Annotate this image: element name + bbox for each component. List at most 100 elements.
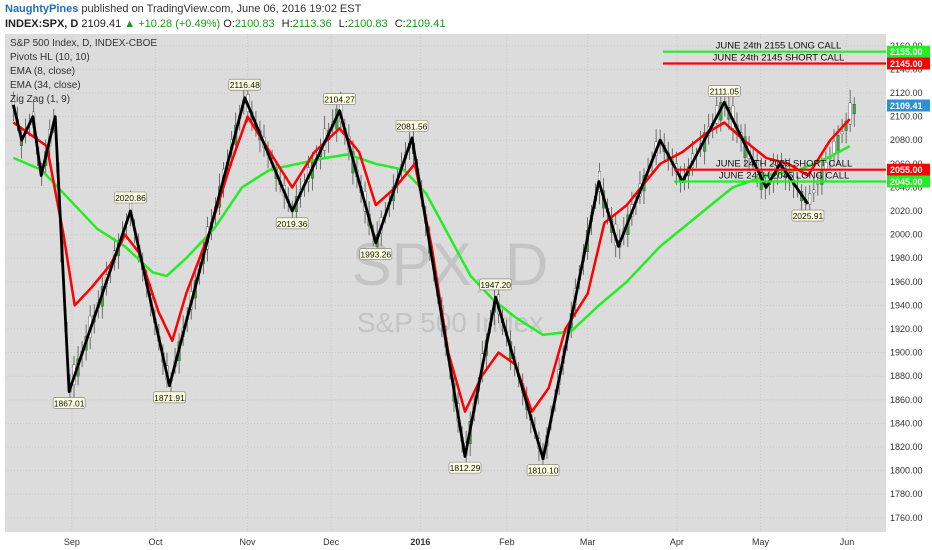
high-label: H: [281, 18, 293, 30]
y-tick-label: 1920.00 [890, 324, 923, 334]
high-value: 2113.36 [292, 18, 332, 30]
pivot-box [448, 461, 482, 474]
x-tick-label: Apr [670, 537, 684, 547]
x-tick-label: May [752, 537, 770, 547]
candle-body [836, 135, 840, 152]
legend-entry: S&P 500 Index, D, INDEX-CBOE [10, 38, 157, 49]
publish-line: NaughtyPines published on TradingView.co… [5, 3, 361, 15]
quote-line: INDEX:SPX, D 2109.41 ▲ +10.28 (+0.49%) O… [5, 18, 449, 30]
candle-body [812, 189, 816, 194]
x-tick-label: Nov [240, 537, 257, 547]
level-badge [887, 57, 930, 70]
pivot-label: 2019.36 [277, 219, 308, 229]
y-tick-label: 1820.00 [890, 442, 923, 452]
candle-body [848, 102, 852, 125]
level-label: JUNE 24th 2145 SHORT CALL [713, 53, 845, 64]
publish-info: published on TradingView.com, June 06, 2… [78, 3, 362, 15]
level-label: JUNE 24TH 2045 LONG CALL [719, 171, 849, 182]
zigzag-line [12, 96, 810, 461]
pivot-label: 1993.26 [360, 250, 391, 260]
level-badge-value: 2045.00 [890, 177, 923, 187]
y-tick-label: 2100.00 [890, 112, 923, 122]
x-tick-label: Oct [149, 537, 164, 547]
level-badge-value: 2145.00 [890, 59, 923, 69]
level-label: JUNE 24TH 2055 SHORT CALL [716, 159, 852, 170]
pivot-label: 2025.91 [793, 211, 824, 221]
last-price: 2109.41 [81, 18, 122, 30]
x-tick-label: 2016 [410, 537, 430, 547]
pivot-box [791, 209, 825, 222]
legend-entry: EMA (8, close) [10, 66, 75, 77]
pivot-box [359, 248, 393, 260]
y-tick-label: 1940.00 [890, 300, 923, 310]
pivot-box [707, 85, 741, 97]
y-tick-label: 1780.00 [890, 489, 923, 499]
pivot-box [526, 464, 560, 477]
low-label: L: [338, 18, 348, 30]
x-tick-label: Feb [499, 537, 515, 547]
pivot-label: 2104.27 [324, 95, 355, 105]
y-tick-label: 1840.00 [890, 418, 923, 428]
author-link[interactable]: NaughtyPines [5, 3, 79, 15]
pivot-box [114, 191, 147, 204]
pivot-label: 1947.20 [480, 280, 511, 290]
y-tick-label: 2120.00 [890, 88, 923, 98]
pivot-label: 1867.01 [54, 399, 85, 409]
low-value: 2100.83 [347, 18, 388, 30]
y-tick-label: 1800.00 [890, 466, 923, 476]
pivot-label: 2111.05 [710, 87, 740, 97]
last-price-badge-value: 2109.41 [890, 101, 923, 111]
last-price-badge [887, 99, 930, 112]
pivot-label: 1871.91 [154, 393, 185, 403]
price-change: ▲ +10.28 (+0.49%) [124, 18, 221, 30]
y-tick-label: 2000.00 [890, 230, 923, 240]
pivot-label: 1810.10 [528, 466, 559, 476]
x-tick-label: Jun [840, 537, 855, 547]
open-value: 2100.83 [234, 18, 275, 30]
pivot-box [479, 278, 512, 291]
y-tick-label: 1900.00 [890, 348, 923, 358]
pivot-label: 1812.29 [450, 463, 481, 473]
symbol-label[interactable]: INDEX:SPX, D [5, 18, 79, 30]
close-value: 2109.41 [405, 18, 446, 30]
pivot-label: 2081.56 [397, 121, 428, 131]
pivot-box [323, 93, 356, 105]
x-tick-label: Sep [64, 537, 80, 547]
level-label: JUNE 24th 2155 LONG CALL [716, 41, 842, 52]
close-label: C: [394, 18, 406, 30]
pivot-box [275, 217, 309, 230]
y-tick-label: 1980.00 [890, 253, 923, 263]
plot-area [5, 34, 886, 532]
pivot-box [52, 397, 86, 409]
pivot-box [153, 391, 186, 404]
y-tick-label: 2020.00 [890, 206, 923, 216]
pivot-box [395, 120, 429, 132]
y-tick-label: 1860.00 [890, 395, 923, 405]
x-tick-label: Mar [580, 537, 596, 547]
legend-entry: EMA (34, close) [10, 80, 81, 91]
watermark-symbol: SPX, D [352, 231, 549, 298]
y-tick-label: 2080.00 [890, 135, 923, 145]
ema-8-line [12, 115, 851, 413]
ema-34-line [12, 144, 851, 337]
time-axis-panel [0, 532, 932, 550]
candle-body [816, 183, 820, 185]
open-label: O: [223, 18, 235, 30]
level-badge-value: 2155.00 [890, 47, 923, 57]
y-tick-label: 1760.00 [890, 513, 923, 523]
candle-body [840, 131, 844, 135]
pivot-label: 2116.48 [230, 80, 260, 90]
candle-body [852, 103, 856, 115]
pivot-box [228, 78, 262, 91]
chart-header: NaughtyPines published on TradingView.co… [0, 0, 932, 34]
pivot-label: 2020.86 [115, 193, 146, 203]
legend-entry: Zig Zag (1, 9) [10, 94, 70, 105]
candle-body [808, 193, 812, 205]
y-tick-label: 1960.00 [890, 277, 923, 287]
level-badge [887, 163, 930, 176]
y-tick-label: 1880.00 [890, 371, 923, 381]
level-badge [887, 45, 930, 58]
price-axis-panel [886, 34, 932, 532]
x-tick-label: Dec [323, 537, 340, 547]
